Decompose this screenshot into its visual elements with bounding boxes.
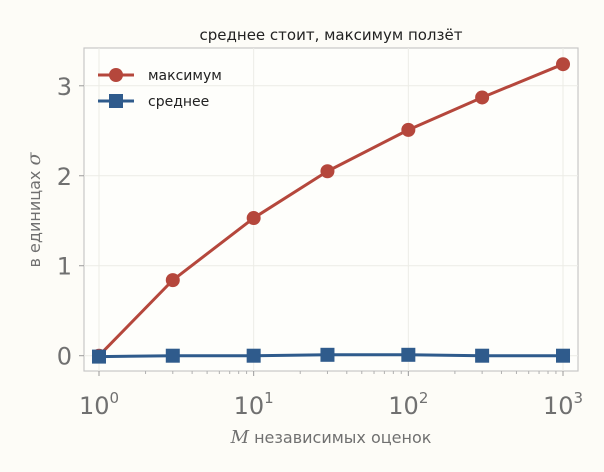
x-axis-variable: M (230, 427, 250, 448)
y-tick-labels: 0 1 2 3 (57, 73, 72, 371)
x-tick-exponent: 1 (264, 389, 274, 407)
data-point-maximum (401, 122, 416, 137)
legend-label-maximum: максимум (148, 68, 222, 84)
data-point-mean (165, 348, 180, 363)
y-tick-label: 0 (57, 343, 72, 371)
data-point-maximum (165, 273, 180, 288)
x-tick-base: 10 (388, 392, 419, 420)
data-point-maximum (246, 211, 261, 226)
data-point-maximum (320, 164, 335, 179)
minor-ticks (79, 85, 564, 376)
x-tick-label: 102 (388, 389, 428, 420)
x-tick-base: 10 (234, 392, 265, 420)
data-point-mean (556, 348, 571, 363)
y-tick-label: 1 (57, 253, 72, 281)
y-axis-sigma: σ (23, 152, 45, 166)
legend: максимум среднее (98, 68, 222, 110)
x-tick-exponent: 0 (109, 389, 119, 407)
data-point-mean (475, 348, 490, 363)
plot-area (83, 47, 579, 372)
legend-marker-mean (109, 94, 123, 108)
data-point-mean (91, 349, 106, 364)
data-point-maximum (475, 90, 490, 105)
x-axis-label-text: независимых оценок (249, 428, 432, 447)
data-point-maximum (556, 57, 571, 72)
x-tick-base: 10 (79, 392, 110, 420)
x-tick-label: 103 (543, 389, 583, 420)
x-tick-label: 101 (234, 389, 274, 420)
chart-title: среднее стоит, максимум ползёт (200, 26, 463, 44)
y-axis-label-text: в единицах (25, 166, 44, 268)
y-axis-label: в единицах σ (23, 152, 45, 268)
legend-label-mean: среднее (148, 94, 209, 110)
x-tick-base: 10 (543, 392, 574, 420)
data-point-mean (246, 348, 261, 363)
x-tick-label: 100 (79, 389, 119, 420)
legend-marker-maximum (109, 68, 123, 82)
y-tick-label: 2 (57, 163, 72, 191)
y-tick-label: 3 (57, 73, 72, 101)
data-point-mean (320, 347, 335, 362)
x-tick-exponent: 3 (574, 389, 584, 407)
series-layer (91, 57, 571, 364)
x-tick-labels: 100 101 102 103 (79, 389, 583, 420)
x-tick-exponent: 2 (419, 389, 429, 407)
data-point-mean (401, 347, 416, 362)
x-axis-label: M независимых оценок (230, 427, 432, 448)
